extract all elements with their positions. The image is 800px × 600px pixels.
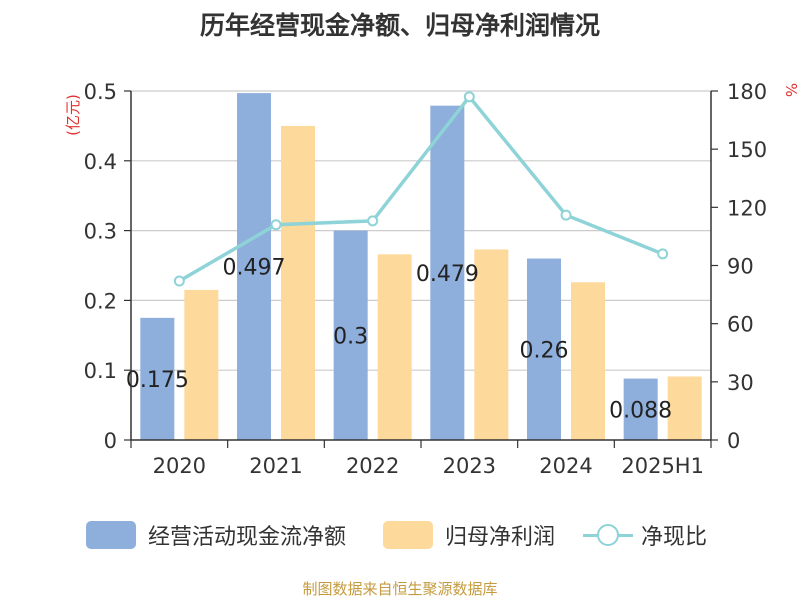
- bar-net-profit: [281, 125, 315, 441]
- x-tick-label: 2023: [443, 454, 496, 478]
- x-tick-label: 2021: [249, 454, 302, 478]
- left-tick-label: 0.1: [84, 359, 117, 383]
- bar-operating-cash-flow: [623, 378, 658, 440]
- right-axis-unit: %: [782, 83, 800, 97]
- right-tick-label: 0: [727, 429, 740, 453]
- legend-label: 经营活动现金流净额: [148, 525, 347, 550]
- data-label: 0.088: [609, 398, 672, 423]
- bar-operating-cash-flow: [527, 258, 561, 440]
- x-tick-label: 2025H1: [621, 454, 704, 478]
- right-tick-label: 180: [727, 80, 767, 104]
- bar-operating-cash-flow: [140, 317, 175, 440]
- right-tick-label: 30: [727, 371, 754, 395]
- bar-net-profit: [571, 282, 605, 440]
- right-tick-label: 120: [727, 196, 767, 220]
- line-point: [560, 209, 572, 221]
- line-point: [173, 275, 185, 287]
- left-axis-unit: (亿元): [64, 94, 82, 136]
- data-label: 0.497: [223, 256, 286, 281]
- left-tick-label: 0.5: [84, 80, 117, 104]
- data-label: 0.3: [333, 324, 368, 349]
- x-tick-label: 2020: [153, 454, 206, 478]
- left-tick-label: 0: [104, 429, 117, 453]
- right-tick-label: 150: [727, 138, 767, 162]
- line-point: [367, 215, 379, 227]
- x-tick-label: 2024: [539, 454, 592, 478]
- bar-net-profit: [474, 249, 509, 440]
- legend: 经营活动现金流净额 归母净利润 净现比: [0, 517, 800, 553]
- line-point: [657, 248, 669, 260]
- right-tick-label: 90: [727, 255, 754, 279]
- line-point: [270, 219, 282, 231]
- legend-item-cash-ratio[interactable]: 净现比: [583, 517, 707, 553]
- legend-item-operating-cash-flow[interactable]: 经营活动现金流净额: [86, 517, 346, 553]
- legend-label: 归母净利润: [445, 525, 556, 550]
- bar-net-profit: [667, 376, 702, 440]
- left-tick-label: 0.2: [84, 289, 117, 313]
- chart-title: 历年经营现金净额、归母净利润情况: [199, 11, 600, 40]
- bar-operating-cash-flow: [333, 230, 368, 440]
- data-label: 0.175: [126, 368, 189, 393]
- legend-swatch-bar-yellow: [383, 521, 433, 549]
- legend-label: 净现比: [641, 525, 708, 550]
- legend-item-net-profit[interactable]: 归母净利润: [383, 517, 555, 553]
- legend-swatch-line: [583, 521, 633, 549]
- line-cash-ratio: [178, 94, 664, 283]
- bar-net-profit: [377, 254, 412, 440]
- left-tick-label: 0.4: [84, 150, 117, 174]
- bar-operating-cash-flow: [237, 93, 271, 441]
- legend-swatch-bar-blue: [86, 521, 136, 549]
- data-label: 0.479: [416, 262, 479, 287]
- x-tick-label: 2022: [346, 454, 399, 478]
- right-tick-label: 60: [727, 313, 754, 337]
- bar-operating-cash-flow: [430, 105, 465, 441]
- bar-net-profit: [184, 289, 219, 440]
- line-point: [463, 91, 475, 103]
- source-note: 制图数据来自恒生聚源数据库: [302, 580, 498, 598]
- left-tick-label: 0.3: [84, 220, 117, 244]
- data-label: 0.26: [520, 338, 569, 363]
